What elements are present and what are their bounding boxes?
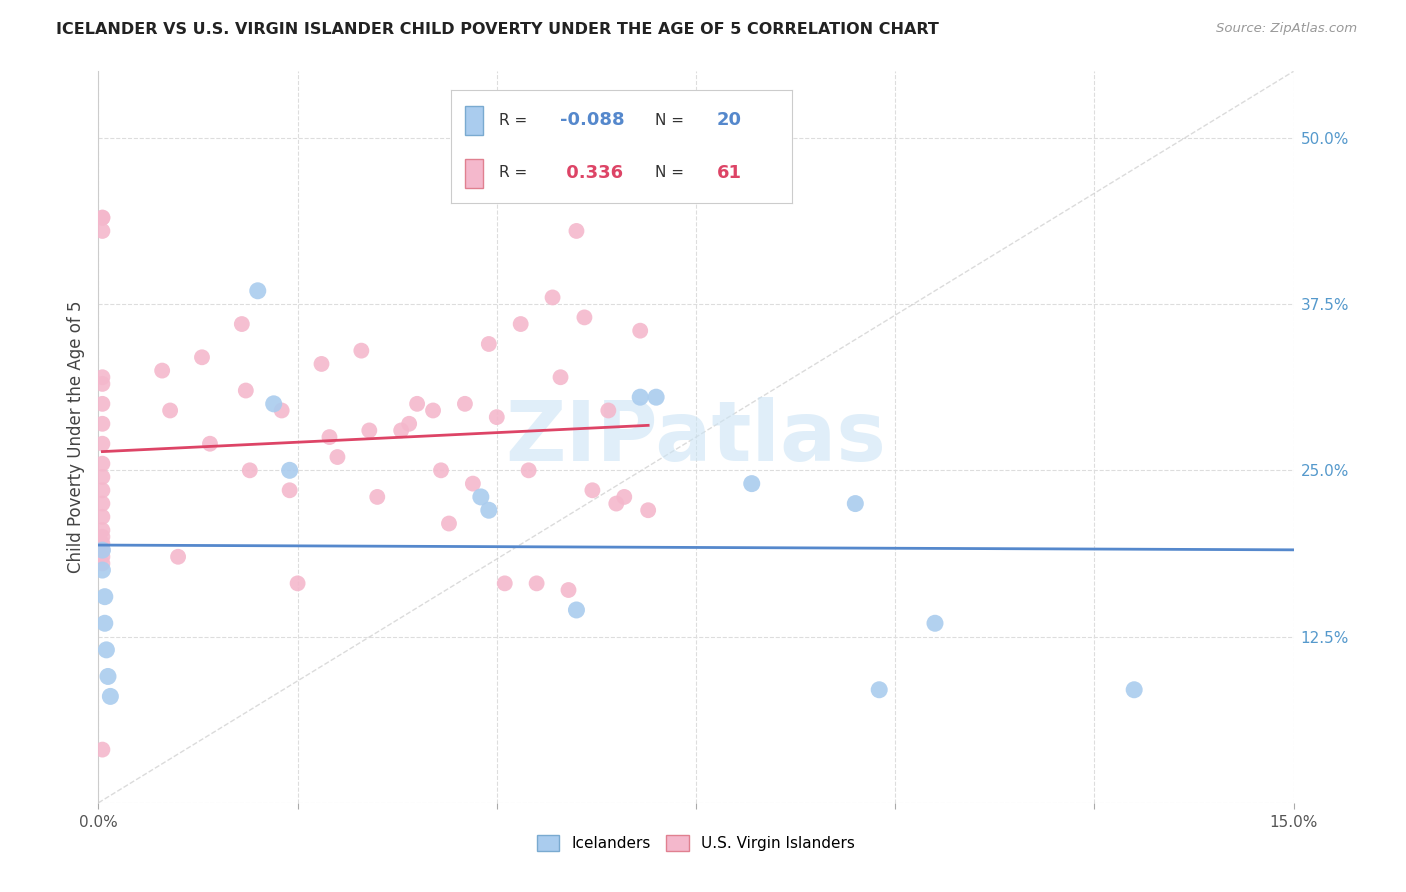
Point bbox=[198, 436, 221, 450]
Point bbox=[191, 351, 214, 365]
Point bbox=[94, 590, 117, 604]
Point bbox=[239, 463, 262, 477]
Point bbox=[565, 224, 588, 238]
Point bbox=[159, 403, 181, 417]
Point bbox=[326, 450, 349, 464]
Point bbox=[517, 463, 540, 477]
Point bbox=[868, 682, 890, 697]
Point bbox=[91, 543, 114, 558]
Point bbox=[478, 503, 501, 517]
Point bbox=[605, 497, 627, 511]
Point bbox=[287, 576, 309, 591]
Point bbox=[91, 376, 114, 391]
Point bbox=[91, 497, 114, 511]
Point bbox=[91, 530, 114, 544]
Point bbox=[844, 497, 866, 511]
Point bbox=[91, 436, 114, 450]
Point bbox=[91, 742, 114, 756]
Point bbox=[389, 424, 412, 438]
Point bbox=[557, 582, 579, 597]
Point bbox=[485, 410, 508, 425]
Point bbox=[398, 417, 420, 431]
Y-axis label: Child Poverty Under the Age of 5: Child Poverty Under the Age of 5 bbox=[66, 301, 84, 574]
Point bbox=[406, 397, 429, 411]
Point bbox=[91, 417, 114, 431]
Point bbox=[311, 357, 333, 371]
Point bbox=[246, 284, 269, 298]
Point bbox=[91, 536, 114, 550]
Point bbox=[91, 523, 114, 537]
Point bbox=[91, 397, 114, 411]
Point bbox=[270, 403, 292, 417]
Point bbox=[278, 463, 301, 477]
Point bbox=[91, 457, 114, 471]
Point bbox=[91, 370, 114, 384]
Point bbox=[235, 384, 257, 398]
Text: ICELANDER VS U.S. VIRGIN ISLANDER CHILD POVERTY UNDER THE AGE OF 5 CORRELATION C: ICELANDER VS U.S. VIRGIN ISLANDER CHILD … bbox=[56, 22, 939, 37]
Point bbox=[91, 509, 114, 524]
Point bbox=[366, 490, 388, 504]
Point bbox=[628, 390, 651, 404]
Point bbox=[645, 390, 668, 404]
Point bbox=[359, 424, 381, 438]
Point bbox=[565, 603, 588, 617]
Point bbox=[98, 690, 122, 704]
Point bbox=[598, 403, 620, 417]
Point bbox=[526, 576, 548, 591]
Point bbox=[91, 224, 114, 238]
Point bbox=[96, 643, 118, 657]
Point bbox=[924, 616, 946, 631]
Point bbox=[167, 549, 190, 564]
Point bbox=[350, 343, 373, 358]
Text: ZIPatlas: ZIPatlas bbox=[506, 397, 886, 477]
Point bbox=[628, 324, 651, 338]
Point bbox=[91, 211, 114, 225]
Point bbox=[494, 576, 516, 591]
Point bbox=[422, 403, 444, 417]
Point bbox=[454, 397, 477, 411]
Point bbox=[94, 616, 117, 631]
Legend: Icelanders, U.S. Virgin Islanders: Icelanders, U.S. Virgin Islanders bbox=[530, 830, 862, 857]
Point bbox=[437, 516, 460, 531]
Point bbox=[637, 503, 659, 517]
Point bbox=[91, 557, 114, 571]
Point bbox=[231, 317, 253, 331]
Point bbox=[581, 483, 603, 498]
Point bbox=[97, 669, 120, 683]
Point bbox=[470, 490, 492, 504]
Point bbox=[509, 317, 531, 331]
Point bbox=[91, 563, 114, 577]
Point bbox=[278, 483, 301, 498]
Text: Source: ZipAtlas.com: Source: ZipAtlas.com bbox=[1216, 22, 1357, 36]
Point bbox=[1123, 682, 1146, 697]
Point bbox=[150, 363, 173, 377]
Point bbox=[461, 476, 484, 491]
Point bbox=[91, 543, 114, 558]
Point bbox=[318, 430, 340, 444]
Point bbox=[91, 549, 114, 564]
Point bbox=[430, 463, 453, 477]
Point bbox=[478, 337, 501, 351]
Point bbox=[741, 476, 763, 491]
Point bbox=[91, 483, 114, 498]
Point bbox=[574, 310, 596, 325]
Point bbox=[550, 370, 572, 384]
Point bbox=[263, 397, 285, 411]
Point bbox=[613, 490, 636, 504]
Point bbox=[91, 211, 114, 225]
Point bbox=[91, 470, 114, 484]
Point bbox=[541, 290, 564, 304]
